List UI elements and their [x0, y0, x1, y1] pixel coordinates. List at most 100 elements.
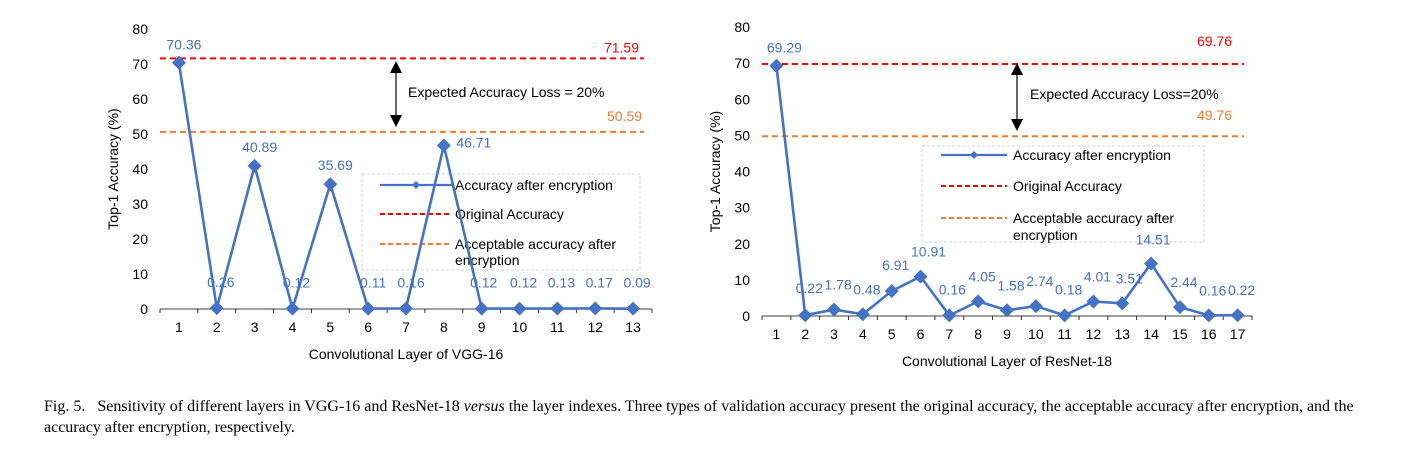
data-point-marker [474, 301, 489, 316]
data-point-marker [247, 158, 262, 173]
legend-label-original: Original Accuracy [455, 206, 564, 222]
x-tick-label: 12 [587, 319, 603, 335]
acceptable-accuracy-label: 50.59 [607, 108, 642, 124]
data-label: 0.22 [796, 280, 823, 296]
y-tick-label: 70 [734, 55, 750, 71]
legend-label-series: Accuracy after encryption [1013, 147, 1171, 163]
y-tick-label: 30 [734, 200, 750, 216]
data-point-marker [1172, 300, 1187, 315]
data-point-marker [913, 269, 928, 284]
x-tick-label: 6 [364, 319, 372, 335]
figure-caption: Fig. 5. Sensitivity of different layers i… [44, 396, 1374, 438]
legend-box [361, 173, 641, 271]
data-label: 6.91 [882, 257, 909, 273]
data-point-marker [1201, 308, 1216, 323]
data-point-marker [323, 177, 338, 192]
data-point-marker [769, 58, 784, 73]
x-tick-label: 7 [945, 326, 953, 342]
data-point-marker [361, 301, 376, 316]
data-label: 4.05 [969, 268, 996, 284]
expected-loss-annotation: Expected Accuracy Loss = 20% [408, 84, 605, 100]
data-point-marker [1028, 299, 1043, 314]
y-tick-label: 80 [734, 19, 750, 35]
data-label: 0.16 [397, 274, 424, 290]
loss-arrow-head-down [1011, 119, 1023, 131]
data-point-marker [1115, 296, 1130, 311]
y-tick-label: 80 [132, 21, 148, 37]
data-label: 0.13 [548, 275, 575, 291]
data-label: 1.78 [824, 277, 851, 293]
data-label: 69.29 [767, 40, 802, 56]
data-point-marker [884, 284, 899, 299]
data-label: 0.11 [360, 275, 386, 291]
y-tick-label: 50 [132, 126, 148, 142]
y-tick-label: 20 [734, 236, 750, 252]
legend-label-acceptable: Acceptable accuracy after encryption [1013, 210, 1174, 243]
x-tick-label: 13 [1115, 326, 1131, 342]
original-accuracy-label: 69.76 [1197, 33, 1232, 49]
caption-emphasis: versus [463, 398, 505, 415]
expected-loss-annotation: Expected Accuracy Loss=20% [1030, 86, 1219, 102]
data-point-marker [209, 301, 224, 316]
y-axis-title: Top-1 Accuracy (%) [707, 111, 723, 232]
data-label: 0.26 [207, 274, 234, 290]
y-tick-label: 20 [132, 231, 148, 247]
data-label: 40.89 [242, 139, 277, 155]
data-point-marker [1086, 294, 1101, 309]
original-accuracy-label: 71.59 [604, 39, 639, 55]
data-point-marker [971, 294, 986, 309]
x-tick-label: 10 [512, 319, 528, 335]
data-point-marker [1230, 308, 1245, 323]
x-tick-label: 11 [1057, 326, 1072, 342]
loss-arrow-head-up [390, 61, 402, 73]
y-tick-label: 0 [140, 301, 148, 317]
data-label: 2.44 [1170, 274, 1197, 290]
data-label: 0.22 [1228, 282, 1255, 298]
legend-label-acceptable-line1: Acceptable accuracy after [455, 236, 616, 252]
legend-label-acceptable-line1: Acceptable accuracy after [1013, 210, 1174, 226]
data-label: 0.09 [623, 275, 650, 291]
x-tick-label: 1 [773, 326, 781, 342]
data-point-marker [588, 301, 603, 316]
x-tick-label: 13 [625, 319, 641, 335]
y-axis-title: Top-1 Accuracy (%) [105, 108, 121, 229]
y-tick-label: 0 [742, 308, 750, 324]
data-point-marker [285, 301, 300, 316]
x-tick-label: 11 [550, 319, 565, 335]
x-tick-label: 4 [859, 326, 867, 342]
y-tick-label: 70 [132, 56, 148, 72]
data-label: 14.51 [1136, 232, 1171, 248]
data-point-marker [1057, 308, 1072, 323]
data-point-marker [827, 302, 842, 317]
data-point-marker [171, 55, 186, 70]
data-label: 46.71 [456, 135, 491, 151]
y-tick-label: 40 [132, 161, 148, 177]
data-label: 0.17 [586, 274, 613, 290]
x-tick-label: 2 [801, 326, 809, 342]
legend-label-acceptable-line2: encryption [455, 252, 520, 268]
y-tick-label: 60 [734, 91, 750, 107]
x-tick-label: 4 [289, 319, 297, 335]
x-tick-label: 2 [213, 319, 221, 335]
data-label: 0.16 [1199, 282, 1226, 298]
legend-label-series: Accuracy after encryption [455, 177, 613, 193]
x-tick-label: 7 [402, 319, 410, 335]
data-label: 2.74 [1026, 273, 1053, 289]
y-tick-label: 50 [734, 127, 750, 143]
data-point-marker [1144, 256, 1159, 271]
x-tick-label: 9 [478, 319, 486, 335]
data-point-marker [942, 308, 957, 323]
caption-text-after: the layer indexes. Three types of valida… [44, 398, 1354, 436]
data-label: 0.18 [1055, 281, 1082, 297]
data-point-marker [626, 301, 641, 316]
x-axis-title: Convolutional Layer of ResNet-18 [902, 353, 1112, 369]
data-label: 10.91 [911, 244, 946, 260]
legend-label-acceptable-line2: encryption [1013, 227, 1078, 243]
data-point-marker [512, 301, 527, 316]
x-tick-label: 8 [974, 326, 982, 342]
y-tick-label: 40 [734, 164, 750, 180]
data-point-marker [399, 301, 413, 316]
x-tick-label: 5 [326, 319, 334, 335]
